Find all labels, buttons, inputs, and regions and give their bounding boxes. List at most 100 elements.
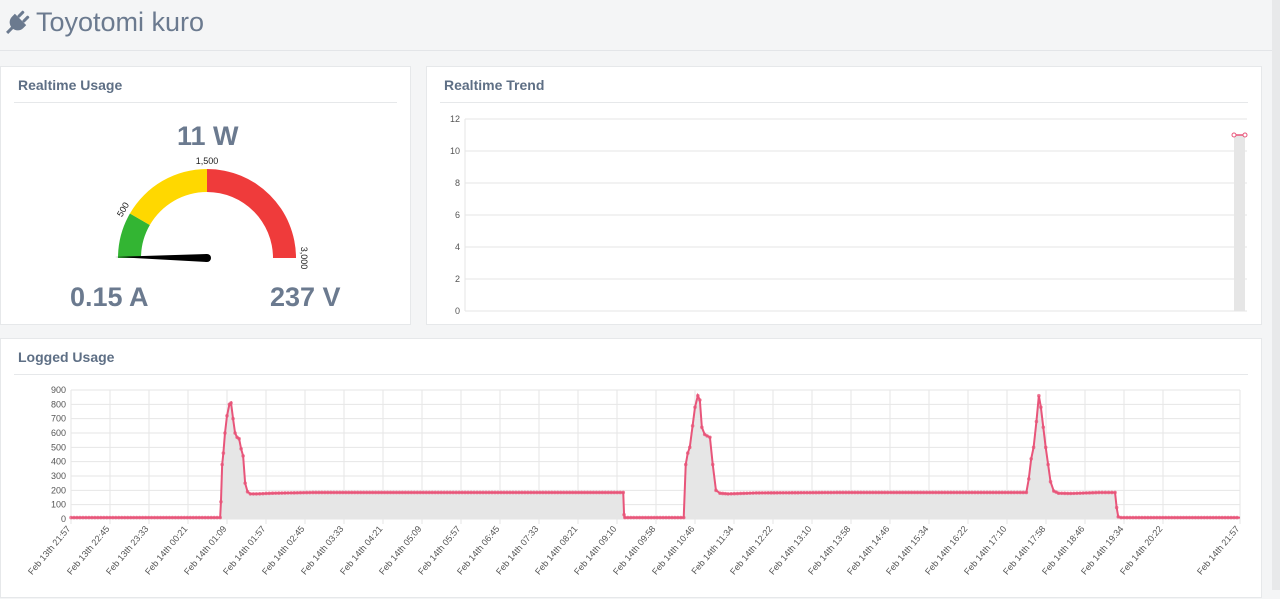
logged-point bbox=[594, 490, 599, 495]
logged-point bbox=[215, 515, 219, 520]
logged-point bbox=[906, 490, 911, 495]
logged-point bbox=[876, 490, 881, 495]
logged-point bbox=[496, 490, 500, 495]
logged-point bbox=[448, 490, 453, 495]
logged-point bbox=[415, 490, 420, 495]
y-tick-label: 300 bbox=[51, 471, 66, 481]
logged-point bbox=[802, 490, 806, 495]
logged-point bbox=[113, 515, 118, 520]
logged-point bbox=[1125, 515, 1129, 520]
logged-point bbox=[75, 515, 79, 520]
logged-point bbox=[248, 492, 253, 496]
logged-point bbox=[970, 490, 974, 495]
gauge-needle bbox=[115, 254, 208, 262]
logged-point bbox=[588, 490, 593, 495]
logged-point bbox=[600, 490, 605, 495]
logged-point bbox=[270, 491, 275, 495]
logged-point bbox=[219, 500, 223, 504]
logged-point bbox=[391, 490, 396, 495]
logged-point bbox=[134, 515, 139, 520]
logged-point bbox=[418, 490, 423, 495]
logged-point bbox=[1122, 515, 1126, 520]
logged-point bbox=[397, 490, 402, 495]
logged-point bbox=[1134, 515, 1138, 520]
logged-point bbox=[451, 490, 456, 495]
logged-point bbox=[948, 490, 953, 495]
logged-point bbox=[726, 492, 730, 496]
page-scrollbar[interactable] bbox=[1272, 0, 1280, 590]
logged-point bbox=[457, 490, 461, 495]
logged-point bbox=[220, 462, 224, 467]
logged-point bbox=[772, 491, 776, 495]
logged-point bbox=[673, 515, 677, 520]
divider bbox=[14, 102, 397, 103]
logged-point bbox=[1181, 515, 1186, 520]
logged-point bbox=[167, 515, 172, 520]
logged-point bbox=[137, 515, 142, 520]
logged-point bbox=[460, 490, 464, 495]
logged-point bbox=[1113, 490, 1117, 495]
logged-point bbox=[1208, 515, 1213, 520]
logged-point bbox=[237, 436, 241, 441]
logged-point bbox=[502, 490, 506, 495]
logged-point bbox=[99, 515, 103, 520]
logged-point bbox=[961, 490, 965, 495]
logged-point bbox=[206, 515, 211, 520]
logged-point bbox=[751, 491, 755, 495]
logged-point bbox=[229, 401, 233, 405]
logged-point bbox=[1065, 491, 1070, 496]
logged-point bbox=[267, 491, 272, 496]
logged-point bbox=[982, 490, 986, 495]
y-tick-label: 100 bbox=[51, 500, 66, 510]
logged-point bbox=[1037, 393, 1041, 398]
logged-point bbox=[185, 515, 190, 520]
logged-point bbox=[221, 451, 226, 455]
logged-point bbox=[820, 490, 824, 495]
y-tick-label: 10 bbox=[450, 146, 460, 156]
gauge-band-0 bbox=[118, 213, 150, 258]
logged-point bbox=[1193, 515, 1198, 520]
logged-point bbox=[352, 490, 357, 495]
logged-point bbox=[826, 490, 830, 495]
logged-point bbox=[212, 515, 216, 520]
logged-point bbox=[1175, 515, 1180, 520]
logged-point bbox=[1009, 490, 1014, 495]
logged-point bbox=[173, 515, 178, 520]
logged-point bbox=[364, 490, 369, 495]
logged-point bbox=[131, 515, 136, 520]
logged-point bbox=[606, 490, 611, 495]
logged-point bbox=[748, 491, 752, 495]
logged-point bbox=[700, 425, 704, 430]
logged-point bbox=[164, 515, 169, 520]
logged-point bbox=[621, 490, 626, 495]
logged-point bbox=[1214, 515, 1219, 520]
logged-point bbox=[1018, 490, 1023, 495]
logged-point bbox=[754, 491, 759, 495]
logged-point bbox=[257, 491, 262, 496]
logged-point bbox=[218, 515, 222, 520]
logged-point bbox=[634, 515, 639, 520]
logged-point bbox=[194, 515, 199, 520]
logged-point bbox=[152, 515, 157, 520]
logged-point bbox=[409, 490, 414, 495]
y-tick-label: 4 bbox=[455, 242, 460, 252]
logged-point bbox=[307, 490, 312, 495]
logged-point bbox=[90, 515, 94, 520]
logged-point bbox=[373, 490, 378, 495]
logged-point bbox=[1024, 490, 1029, 495]
logged-point bbox=[1226, 515, 1230, 520]
logged-point bbox=[646, 515, 651, 520]
logged-point bbox=[517, 490, 521, 495]
plug-icon bbox=[6, 10, 30, 34]
logged-point bbox=[720, 491, 725, 496]
logged-point bbox=[367, 490, 372, 495]
logged-point bbox=[670, 515, 674, 520]
logged-point bbox=[951, 490, 956, 495]
logged-point bbox=[710, 462, 715, 467]
logged-point bbox=[1015, 490, 1020, 495]
logged-point bbox=[567, 490, 572, 495]
logged-point bbox=[264, 491, 268, 496]
realtime-trend-title: Realtime Trend bbox=[444, 77, 545, 93]
logged-point bbox=[976, 490, 980, 495]
